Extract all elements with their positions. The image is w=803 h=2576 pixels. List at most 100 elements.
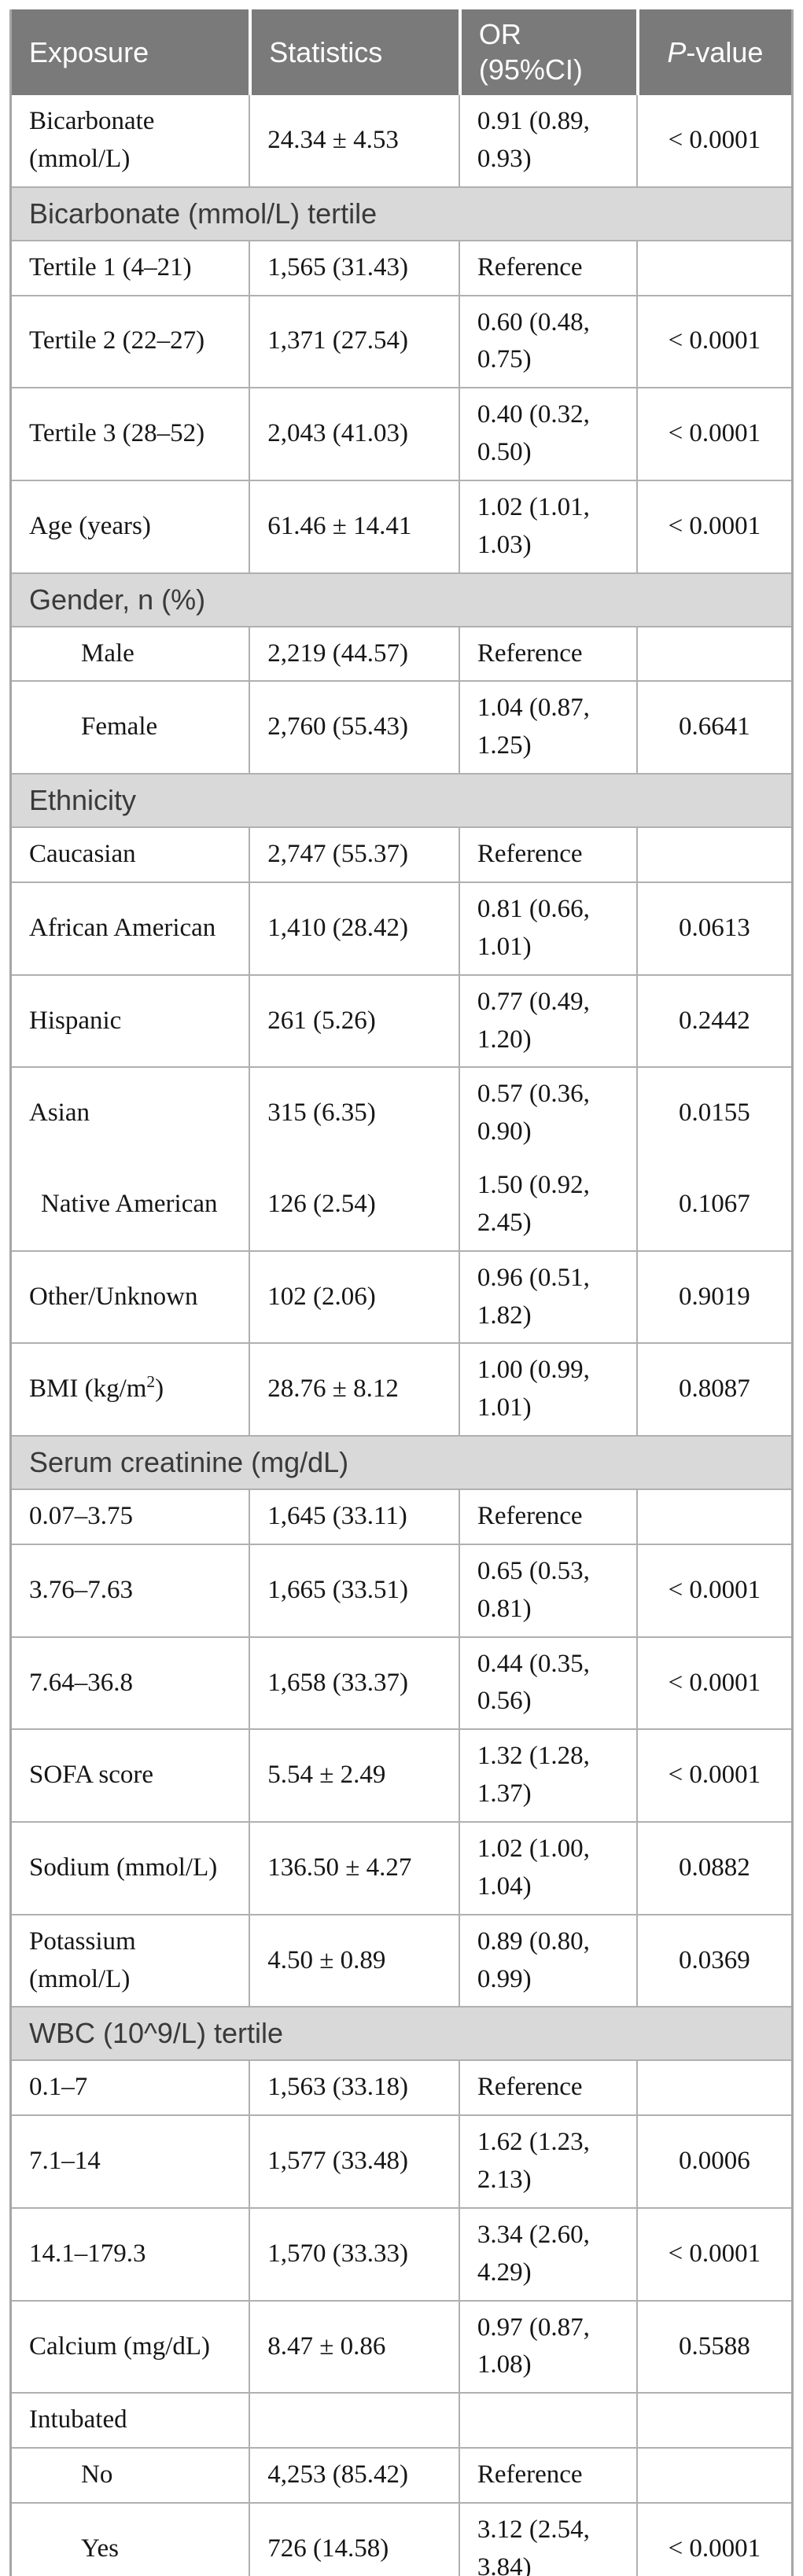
section-header-row: Gender, n (%) <box>12 572 791 626</box>
or-cell: Reference <box>458 826 636 881</box>
statistics-cell: 1,645 (33.11) <box>249 1489 459 1544</box>
pvalue-cell: < 0.0001 <box>635 387 791 480</box>
statistics-cell: 1,563 (33.18) <box>249 2059 459 2115</box>
statistics-cell: 1,371 (27.54) <box>249 294 459 388</box>
pvalue-cell <box>635 1489 791 1544</box>
statistics-cell: 24.34 ± 4.53 <box>249 95 459 186</box>
table-row: Sodium (mmol/L) 136.50 ± 4.27 1.02 (1.00, … <box>12 1821 791 1914</box>
or-cell: Reference <box>458 625 636 681</box>
row-label-cell: SOFA score <box>12 1728 249 1821</box>
table-row: 0.07–3.75 1,645 (33.11) Reference <box>12 1489 791 1544</box>
column-header-p-value: P-value <box>635 9 791 95</box>
pvalue-cell: < 0.0001 <box>635 1543 791 1636</box>
column-header-or-95ci: OR (95%CI) <box>458 9 636 95</box>
or-cell: Reference <box>458 2059 636 2115</box>
section-header-label: Ethnicity <box>12 773 791 827</box>
pvalue-cell <box>635 625 791 681</box>
table-row: Hispanic 261 (5.26) 0.77 (0.49, 1.20) 0.244… <box>12 973 791 1067</box>
table-row: Intubated <box>12 2392 791 2448</box>
or-cell: 1.50 (0.92, 2.45) <box>458 1159 636 1250</box>
or-cell: 0.60 (0.48, 0.75) <box>458 294 636 388</box>
pvalue-cell: 0.5588 <box>635 2299 791 2393</box>
pvalue-cell: < 0.0001 <box>635 2206 791 2300</box>
pvalue-cell: 0.0006 <box>635 2114 791 2207</box>
pvalue-cell: 0.0882 <box>635 1821 791 1914</box>
statistics-cell: 1,577 (33.48) <box>249 2114 459 2207</box>
section-header-label: Bicarbonate (mmol/L) tertile <box>12 186 791 240</box>
statistics-cell: 8.47 ± 0.86 <box>249 2299 459 2393</box>
table-row: Asian 315 (6.35) 0.57 (0.36, 0.90) 0.0155 <box>12 1066 791 1160</box>
table-row: Calcium (mg/dL) 8.47 ± 0.86 0.97 (0.87, 1.… <box>12 2299 791 2393</box>
statistics-cell: 4.50 ± 0.89 <box>249 1913 459 2007</box>
row-label-cell: 7.1–14 <box>12 2114 249 2207</box>
row-label-cell: Caucasian <box>12 826 249 881</box>
table-row: Male 2,219 (44.57) Reference <box>12 625 791 681</box>
row-label-cell: No <box>12 2447 249 2502</box>
table-row: Tertile 3 (28–52) 2,043 (41.03) 0.40 (0.32… <box>12 387 791 480</box>
or-cell: 0.89 (0.80, 0.99) <box>458 1913 636 2007</box>
pvalue-cell <box>635 2059 791 2115</box>
table-row: 3.76–7.63 1,665 (33.51) 0.65 (0.53, 0.81) <… <box>12 1543 791 1636</box>
section-header-row: Bicarbonate (mmol/L) tertile <box>12 186 791 240</box>
table-row: Age (years) 61.46 ± 14.41 1.02 (1.01, 1.03… <box>12 479 791 572</box>
pvalue-cell: < 0.0001 <box>635 95 791 186</box>
section-header-row: Ethnicity <box>12 773 791 827</box>
or-cell: Reference <box>458 1489 636 1544</box>
section-header-label: Serum creatinine (mg/dL) <box>12 1435 791 1489</box>
row-label-cell: Male <box>12 625 249 681</box>
table-row: 0.1–7 1,563 (33.18) Reference <box>12 2059 791 2115</box>
section-header-row: WBC (10^9/L) tertile <box>12 2006 791 2060</box>
or-cell: 0.57 (0.36, 0.90) <box>458 1066 636 1160</box>
statistics-cell: 4,253 (85.42) <box>249 2447 459 2502</box>
or-cell: Reference <box>458 239 636 295</box>
pvalue-cell: 0.0369 <box>635 1913 791 2007</box>
pvalue-cell: < 0.0001 <box>635 1728 791 1821</box>
table-header-row: Exposure Statistics OR (95%CI) P-value <box>12 9 791 95</box>
table-row: Female 2,760 (55.43) 1.04 (0.87, 1.25) 0.66… <box>12 680 791 774</box>
pvalue-cell: 0.0613 <box>635 881 791 974</box>
statistics-cell: 2,747 (55.37) <box>249 826 459 881</box>
or-cell: 1.04 (0.87, 1.25) <box>458 680 636 774</box>
pvalue-cell: 0.9019 <box>635 1249 791 1343</box>
pvalue-cell: < 0.0001 <box>635 294 791 388</box>
pvalue-cell: 0.2442 <box>635 973 791 1067</box>
table-row: Yes 726 (14.58) 3.12 (2.54, 3.84) < 0.0001 <box>12 2501 791 2576</box>
row-label-cell: BMI (kg/m2) <box>12 1342 249 1436</box>
row-label-cell: Age (years) <box>12 479 249 572</box>
table-row: 14.1–179.3 1,570 (33.33) 3.34 (2.60, 4.29)… <box>12 2206 791 2300</box>
pvalue-cell: 0.1067 <box>635 1159 791 1250</box>
statistics-cell: 1,570 (33.33) <box>249 2206 459 2300</box>
or-cell: 0.96 (0.51, 1.82) <box>458 1249 636 1343</box>
row-label-cell: Other/Unknown <box>12 1249 249 1343</box>
or-cell <box>458 2392 636 2448</box>
statistics-cell: 28.76 ± 8.12 <box>249 1342 459 1436</box>
row-label-cell: African American <box>12 881 249 974</box>
exposure-statistics-table: Exposure Statistics OR (95%CI) P-value Bica… <box>9 9 794 2576</box>
statistics-cell: 5.54 ± 2.49 <box>249 1728 459 1821</box>
pvalue-cell <box>635 826 791 881</box>
or-cell: 0.77 (0.49, 1.20) <box>458 973 636 1067</box>
table-row: Tertile 2 (22–27) 1,371 (27.54) 0.60 (0.48… <box>12 294 791 388</box>
statistics-cell: 1,410 (28.42) <box>249 881 459 974</box>
pvalue-cell <box>635 239 791 295</box>
section-header-label: Gender, n (%) <box>12 572 791 626</box>
row-label-cell: Tertile 2 (22–27) <box>12 294 249 388</box>
table-row: No 4,253 (85.42) Reference <box>12 2447 791 2502</box>
table-row: Tertile 1 (4–21) 1,565 (31.43) Reference <box>12 239 791 295</box>
row-label-cell: Female <box>12 680 249 774</box>
pvalue-cell: < 0.0001 <box>635 1636 791 1729</box>
row-label-cell: Asian <box>12 1066 249 1160</box>
row-label-cell: 14.1–179.3 <box>12 2206 249 2300</box>
or-cell: 1.02 (1.00, 1.04) <box>458 1821 636 1914</box>
pvalue-cell: < 0.0001 <box>635 479 791 572</box>
or-cell: 0.91 (0.89, 0.93) <box>458 95 636 186</box>
section-header-label: WBC (10^9/L) tertile <box>12 2006 791 2060</box>
row-label-cell: 0.07–3.75 <box>12 1489 249 1544</box>
row-label-cell: 3.76–7.63 <box>12 1543 249 1636</box>
or-cell: 0.44 (0.35, 0.56) <box>458 1636 636 1729</box>
row-label-cell: Intubated <box>12 2392 249 2448</box>
or-cell: 1.00 (0.99, 1.01) <box>458 1342 636 1436</box>
or-cell: 1.32 (1.28, 1.37) <box>458 1728 636 1821</box>
statistics-cell: 61.46 ± 14.41 <box>249 479 459 572</box>
row-label-cell: 7.64–36.8 <box>12 1636 249 1729</box>
